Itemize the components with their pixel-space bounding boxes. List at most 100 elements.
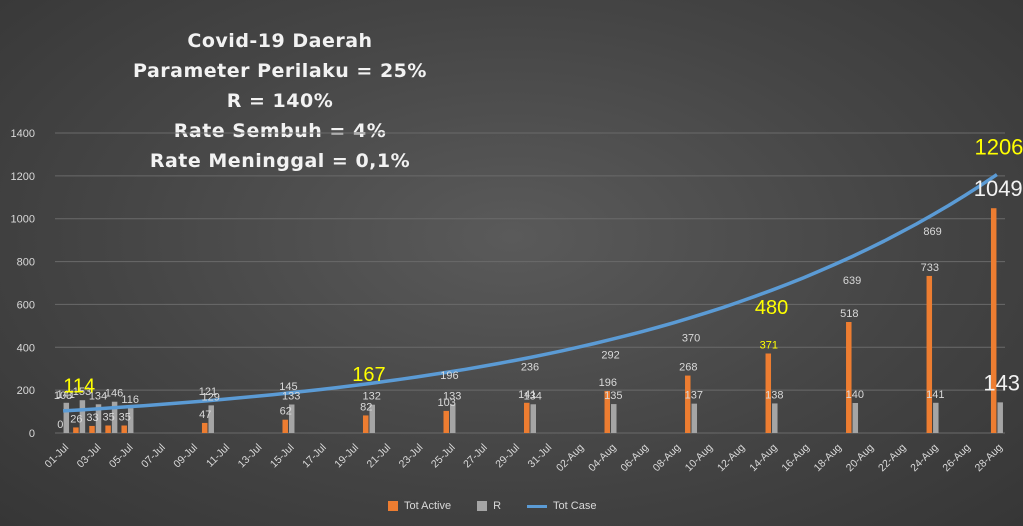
tot-active-bar	[685, 375, 691, 433]
r-data-label: 135	[604, 390, 622, 402]
r-data-label: 140	[846, 389, 864, 401]
r-bar	[208, 405, 214, 433]
x-axis: 01-Jul 03-Jul 05-Jul 07-Jul 09-Jul 11-Jul 13-J…	[42, 442, 1005, 475]
tot-case-data-label: 236	[521, 361, 539, 373]
r-bar	[369, 404, 375, 433]
tot-active-bar	[121, 425, 127, 433]
tot-case-data-label: 103	[54, 390, 72, 402]
x-tick-label: 01-Jul	[42, 442, 71, 471]
tot-active-data-label: 103	[438, 397, 456, 409]
x-tick-label: 16-Aug	[779, 442, 812, 475]
x-tick-label: 24-Aug	[908, 442, 941, 475]
y-tick-label: 1400	[11, 128, 35, 140]
chart-title-block: Covid-19 Daerah Parameter Perilaku = 25%…	[110, 26, 450, 176]
tot-active-data-label: 82	[360, 401, 372, 413]
x-tick-label: 15-Jul	[268, 442, 297, 471]
r-bar	[933, 402, 939, 433]
y-tick-label: 1200	[11, 171, 35, 183]
x-tick-label: 02-Aug	[554, 442, 587, 475]
x-tick-label: 08-Aug	[651, 442, 684, 475]
tot-active-data-label: 733	[921, 262, 939, 274]
tot-case-data-label: 292	[601, 349, 619, 361]
x-tick-label: 28-Aug	[973, 442, 1006, 475]
x-tick-label: 17-Jul	[300, 442, 329, 471]
tot-active-data-label: 141	[518, 389, 536, 401]
bar-series	[63, 208, 1003, 433]
tot-active-bar	[765, 353, 772, 433]
r-bar	[449, 404, 456, 433]
tot-active-data-label: 35	[119, 412, 131, 424]
y-tick-label: 400	[17, 342, 35, 354]
legend-label-tot-case: Tot Case	[553, 500, 597, 512]
r-bar	[772, 403, 778, 433]
x-tick-label: 09-Jul	[171, 442, 200, 471]
tot-active-data-label: 518	[840, 308, 858, 320]
tot-case-data-label: 145	[279, 381, 297, 393]
r-bar	[111, 401, 118, 433]
y-tick-label: 800	[17, 257, 35, 269]
r-data-label: 137	[685, 390, 703, 402]
x-tick-label: 23-Jul	[397, 442, 426, 471]
tot-case-data-label: 121	[199, 386, 217, 398]
x-tick-label: 14-Aug	[747, 442, 780, 475]
tot-active-data-label: 35	[102, 412, 114, 424]
tot-case-data-label: 869	[923, 226, 941, 238]
r-data-label: 141	[57, 389, 75, 401]
y-tick-label: 0	[29, 428, 35, 440]
tot-active-data-label: 1049	[974, 176, 1023, 201]
tot-case-data-label: 639	[843, 275, 861, 287]
y-tick-label: 600	[17, 299, 35, 311]
chart-legend: Tot Active R Tot Case	[388, 498, 596, 514]
r-data-label: 134	[89, 390, 107, 402]
r-bar	[611, 404, 617, 433]
y-axis: 0 200 400 600 800 1000 1200 1400	[11, 128, 35, 440]
tot-case-data-label: 480	[755, 297, 788, 319]
x-tick-label: 22-Aug	[876, 442, 909, 475]
x-tick-label: 13-Jul	[236, 442, 265, 471]
x-tick-label: 11-Jul	[204, 442, 232, 470]
tot-case-data-label: 196	[440, 370, 458, 382]
tot-active-bar	[443, 410, 449, 433]
x-tick-label: 07-Jul	[139, 442, 168, 471]
tot-active-bar	[201, 422, 208, 433]
x-tick-label: 12-Aug	[715, 442, 748, 475]
tot-case-data-label: 114	[63, 376, 95, 398]
data-labels: 0 26 33 35 35 47 62 82 1031411962683715187331049…	[54, 135, 1023, 431]
legend-label-r: R	[493, 500, 502, 512]
tot-active-data-label: 26	[70, 413, 82, 425]
x-tick-label: 26-Aug	[940, 442, 973, 475]
legend-item-tot-case: Tot Case	[527, 500, 596, 512]
legend-swatch-tot-active	[388, 501, 398, 511]
tot-case-data-label: 1206	[974, 135, 1023, 160]
title-line-4: Rate Sembuh = 4%	[173, 120, 387, 142]
r-bar	[288, 404, 295, 433]
tot-active-bar	[362, 415, 369, 433]
legend-item-tot-active: Tot Active	[388, 500, 451, 512]
x-tick-label: 03-Jul	[75, 442, 104, 471]
legend-swatch-tot-case	[527, 504, 548, 508]
tot-active-bar	[105, 425, 111, 433]
tot-active-data-label: 371	[760, 340, 778, 352]
r-bar	[691, 403, 698, 433]
x-tick-label: 10-Aug	[683, 442, 716, 475]
x-tick-label: 18-Aug	[812, 442, 845, 475]
x-tick-label: 20-Aug	[844, 442, 877, 475]
title-line-3: R = 140%	[226, 90, 334, 112]
tot-active-bar	[524, 402, 530, 433]
x-tick-label: 19-Jul	[332, 442, 361, 471]
title-line-5: Rate Meninggal = 0,1%	[149, 150, 411, 172]
r-bar	[530, 404, 536, 433]
legend-item-r: R	[477, 500, 501, 512]
r-data-label: 146	[105, 388, 123, 400]
r-bar	[79, 400, 86, 433]
tot-active-bar	[89, 425, 95, 433]
r-bar	[95, 404, 102, 433]
y-tick-label: 1000	[11, 214, 35, 226]
r-data-label: 129	[202, 391, 220, 403]
tot-case-data-label: 167	[352, 364, 385, 386]
r-data-label: 153	[73, 386, 91, 398]
tot-active-bar	[926, 275, 933, 433]
tot-active-data-label: 0	[57, 419, 63, 431]
y-tick-label: 200	[17, 385, 35, 397]
legend-label-tot-active: Tot Active	[404, 500, 452, 512]
